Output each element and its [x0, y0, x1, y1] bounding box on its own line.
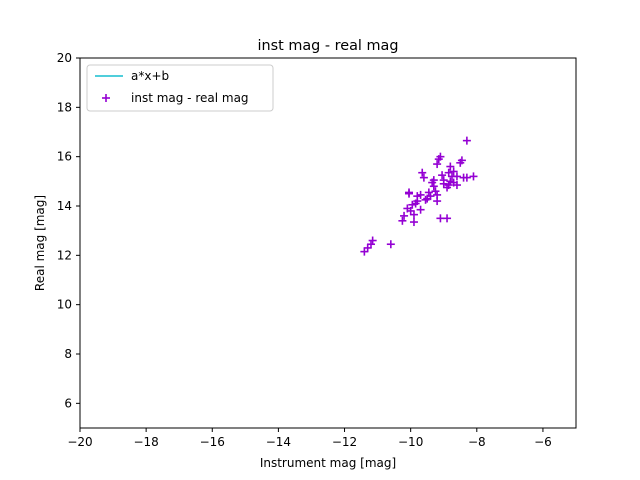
data-point [398, 216, 407, 225]
data-point [426, 192, 435, 201]
data-point [436, 152, 445, 161]
x-tick-label: −16 [200, 435, 225, 449]
data-point [386, 240, 395, 249]
legend-label-fit: a*x+b [131, 69, 169, 83]
data-point [421, 195, 430, 204]
y-tick-label: 6 [64, 396, 72, 410]
y-tick-label: 14 [57, 199, 72, 213]
x-tick-label: −8 [468, 435, 486, 449]
x-tick-label: −12 [332, 435, 357, 449]
data-point [429, 176, 438, 185]
legend-marker-swatch [102, 94, 110, 102]
y-axis-label: Real mag [mag] [33, 195, 47, 291]
y-tick-label: 12 [57, 248, 72, 262]
data-point [446, 162, 455, 171]
data-point [416, 190, 425, 199]
data-point [409, 218, 418, 227]
data-point [469, 172, 478, 181]
x-tick-label: −20 [67, 435, 92, 449]
data-point [411, 199, 420, 208]
data-point [457, 156, 466, 165]
data-point [431, 187, 440, 196]
data-point [419, 173, 428, 182]
y-tick-label: 8 [64, 347, 72, 361]
data-point [405, 189, 414, 198]
y-tick-label: 18 [57, 100, 72, 114]
legend: a*x+b inst mag - real mag [86, 64, 274, 112]
y-tick-label: 20 [57, 51, 72, 65]
data-point [444, 181, 453, 190]
data-points [360, 136, 478, 256]
data-point [462, 136, 471, 145]
data-point [400, 211, 409, 220]
plot-area-frame [79, 57, 577, 429]
x-tick-label: −14 [266, 435, 291, 449]
legend-label-points: inst mag - real mag [131, 91, 249, 105]
data-point [418, 168, 427, 177]
axis-ticks: −20 −18 −16 −14 −12 −10 −8 −6 6 8 10 12 14 16 18 20 [57, 51, 552, 449]
data-point [452, 172, 461, 181]
data-point [433, 190, 442, 199]
data-point [366, 240, 375, 249]
data-point [424, 188, 433, 197]
data-point [462, 173, 471, 182]
data-point [433, 160, 442, 169]
data-point [443, 214, 452, 223]
x-tick-label: −10 [398, 435, 423, 449]
x-tick-label: −18 [133, 435, 158, 449]
y-tick-label: 10 [57, 298, 72, 312]
data-point [416, 205, 425, 214]
x-axis-label: Instrument mag [mag] [260, 456, 396, 470]
data-point [438, 171, 447, 180]
data-point [452, 181, 461, 190]
legend-plus-marker [102, 94, 110, 102]
data-point [409, 210, 418, 219]
data-point [439, 176, 448, 185]
data-point [446, 177, 455, 186]
x-tick-label: −6 [534, 435, 552, 449]
data-point [368, 236, 377, 245]
legend-box [86, 64, 274, 112]
chart-title: inst mag - real mag [258, 38, 399, 54]
y-tick-label: 16 [57, 150, 72, 164]
data-point [449, 167, 458, 176]
